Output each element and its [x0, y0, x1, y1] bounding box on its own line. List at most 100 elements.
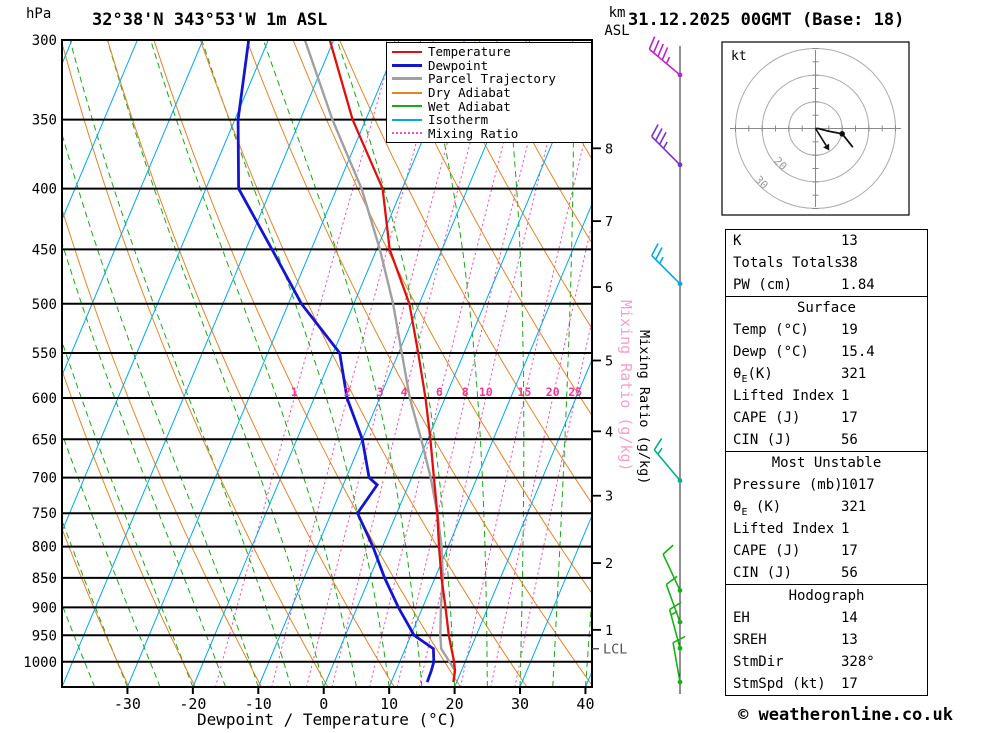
legend-label: Parcel Trajectory — [428, 71, 556, 87]
legend-label: Wet Adiabat — [428, 98, 511, 114]
svg-text:6: 6 — [605, 280, 613, 296]
svg-text:-20: -20 — [179, 695, 206, 713]
svg-text:30: 30 — [511, 695, 529, 713]
table-row-label: CAPE (J) — [733, 410, 801, 426]
svg-text:350: 350 — [32, 113, 57, 129]
svg-text:8: 8 — [605, 141, 613, 157]
table-row: CIN (J) 56 — [726, 429, 927, 451]
table-row-label: CIN (J) — [733, 565, 793, 581]
table-row: StmSpd (kt) 17 — [726, 673, 927, 695]
table-row-value: 56 — [841, 432, 858, 448]
table-row-value: 14 — [841, 610, 858, 626]
svg-text:500: 500 — [32, 297, 57, 313]
svg-text:2: 2 — [344, 385, 351, 399]
table-section: Hodograph EH 14 SREH 13 StmDir 328° StmSpd (kt)… — [725, 584, 928, 696]
svg-text:20: 20 — [546, 385, 560, 399]
station-title: 32°38'N 343°53'W 1m ASL — [92, 10, 328, 30]
mixing-ratio-labels: 1 2 3 4 6 8 10 15 20 25 — [291, 385, 582, 399]
legend-label: Temperature — [428, 44, 511, 60]
svg-text:8: 8 — [462, 385, 469, 399]
table-row-value: 1 — [841, 388, 850, 404]
svg-text:4: 4 — [605, 424, 613, 440]
table-row-label: Totals Totals — [733, 255, 843, 271]
table-row: Lifted Index 1 — [726, 385, 927, 407]
svg-text:-30: -30 — [114, 695, 141, 713]
svg-text:20: 20 — [446, 695, 464, 713]
table-row: θE (K) 321 — [726, 496, 927, 518]
svg-text:4: 4 — [401, 385, 408, 399]
table-row: SREH 13 — [726, 629, 927, 651]
svg-text:Mixing Ratio (g/kg): Mixing Ratio (g/kg) — [617, 300, 635, 472]
legend-item: Dewpoint — [387, 58, 591, 73]
table-row: EH 14 — [726, 607, 927, 629]
plot-background — [62, 40, 592, 687]
watermark: © weatheronline.co.uk — [738, 705, 953, 725]
plot-border — [61, 39, 593, 688]
table-row-value: 56 — [841, 565, 858, 581]
table-section: Most Unstable Pressure (mb) 1017 θE (K) 321 L… — [725, 451, 928, 585]
svg-text:3: 3 — [605, 489, 613, 505]
svg-text:25: 25 — [568, 385, 582, 399]
legend-line-sample — [392, 118, 422, 121]
pressure-tick-labels: 300 350 400 450 500 550 600 650 700 750 800 850 900 9… — [23, 33, 57, 671]
table-row: Dewp (°C) 15.4 — [726, 341, 927, 363]
legend-line-sample — [392, 63, 422, 67]
isotherm-lines — [62, 40, 592, 687]
legend-item: Mixing Ratio — [387, 125, 591, 141]
svg-text:0: 0 — [319, 695, 328, 713]
x-axis-label: Dewpoint / Temperature (°C) — [196, 710, 458, 729]
svg-text:-10: -10 — [245, 695, 272, 713]
svg-text:10: 10 — [380, 695, 398, 713]
table-row: Temp (°C) 19 — [726, 319, 927, 341]
table-section-header: Surface — [796, 300, 856, 316]
svg-text:10: 10 — [479, 385, 493, 399]
legend-line-sample — [392, 50, 422, 53]
svg-text:1: 1 — [605, 623, 613, 639]
table-row-label: Dewp (°C) — [733, 344, 809, 360]
svg-text:850: 850 — [32, 571, 57, 587]
table-row: K 13 — [726, 230, 927, 252]
legend-item: Temperature — [387, 44, 591, 60]
table-section-header: Hodograph — [788, 588, 865, 604]
legend-line-sample — [392, 77, 422, 81]
svg-text:300: 300 — [32, 33, 57, 49]
svg-text:950: 950 — [32, 628, 57, 644]
table-row: θE(K) 321 — [726, 363, 927, 385]
table-row-label: Lifted Index — [733, 388, 835, 404]
wind-barbs — [648, 36, 686, 694]
svg-text:550: 550 — [32, 346, 57, 362]
legend-line-sample — [392, 91, 422, 94]
svg-text:Mixing Ratio (g/kg): Mixing Ratio (g/kg) — [636, 330, 652, 484]
table-row-value: 15.4 — [841, 344, 875, 360]
table-row-label: K — [733, 233, 742, 249]
legend-label: Dry Adiabat — [428, 85, 511, 101]
data-table: K 13 Totals Totals 38 PW (cm) 1.84 Surface Temp… — [725, 229, 928, 696]
table-row: CAPE (J) 17 — [726, 407, 927, 429]
legend: Temperature Dewpoint Parcel Trajectory Dry … — [386, 42, 592, 144]
svg-text:600: 600 — [32, 391, 57, 407]
table-row-label: SREH — [733, 632, 767, 648]
sounding-profiles — [236, 40, 457, 683]
svg-text:1: 1 — [291, 385, 298, 399]
asl-axis-unit: ASL — [604, 23, 630, 39]
legend-line-sample — [392, 105, 422, 108]
table-row-value: 321 — [841, 366, 867, 382]
table-row-value: 1 — [841, 521, 850, 537]
table-row-value: 38 — [841, 255, 858, 271]
dry-adiabat-lines — [62, 40, 592, 687]
svg-text:1000: 1000 — [23, 655, 57, 671]
table-row: Pressure (mb) 1017 — [726, 474, 927, 496]
svg-text:750: 750 — [32, 506, 57, 522]
table-section-header: Most Unstable — [771, 455, 882, 471]
table-row-label: StmSpd (kt) — [733, 676, 826, 692]
table-row: Lifted Index 1 — [726, 518, 927, 540]
legend-item: Wet Adiabat — [387, 98, 591, 114]
table-row: PW (cm) 1.84 — [726, 274, 927, 296]
svg-text:3: 3 — [377, 385, 384, 399]
legend-label: Mixing Ratio — [428, 125, 519, 141]
table-row-label: θE (K) — [733, 499, 782, 518]
svg-text:800: 800 — [32, 540, 57, 556]
svg-text:kt: kt — [731, 49, 747, 64]
